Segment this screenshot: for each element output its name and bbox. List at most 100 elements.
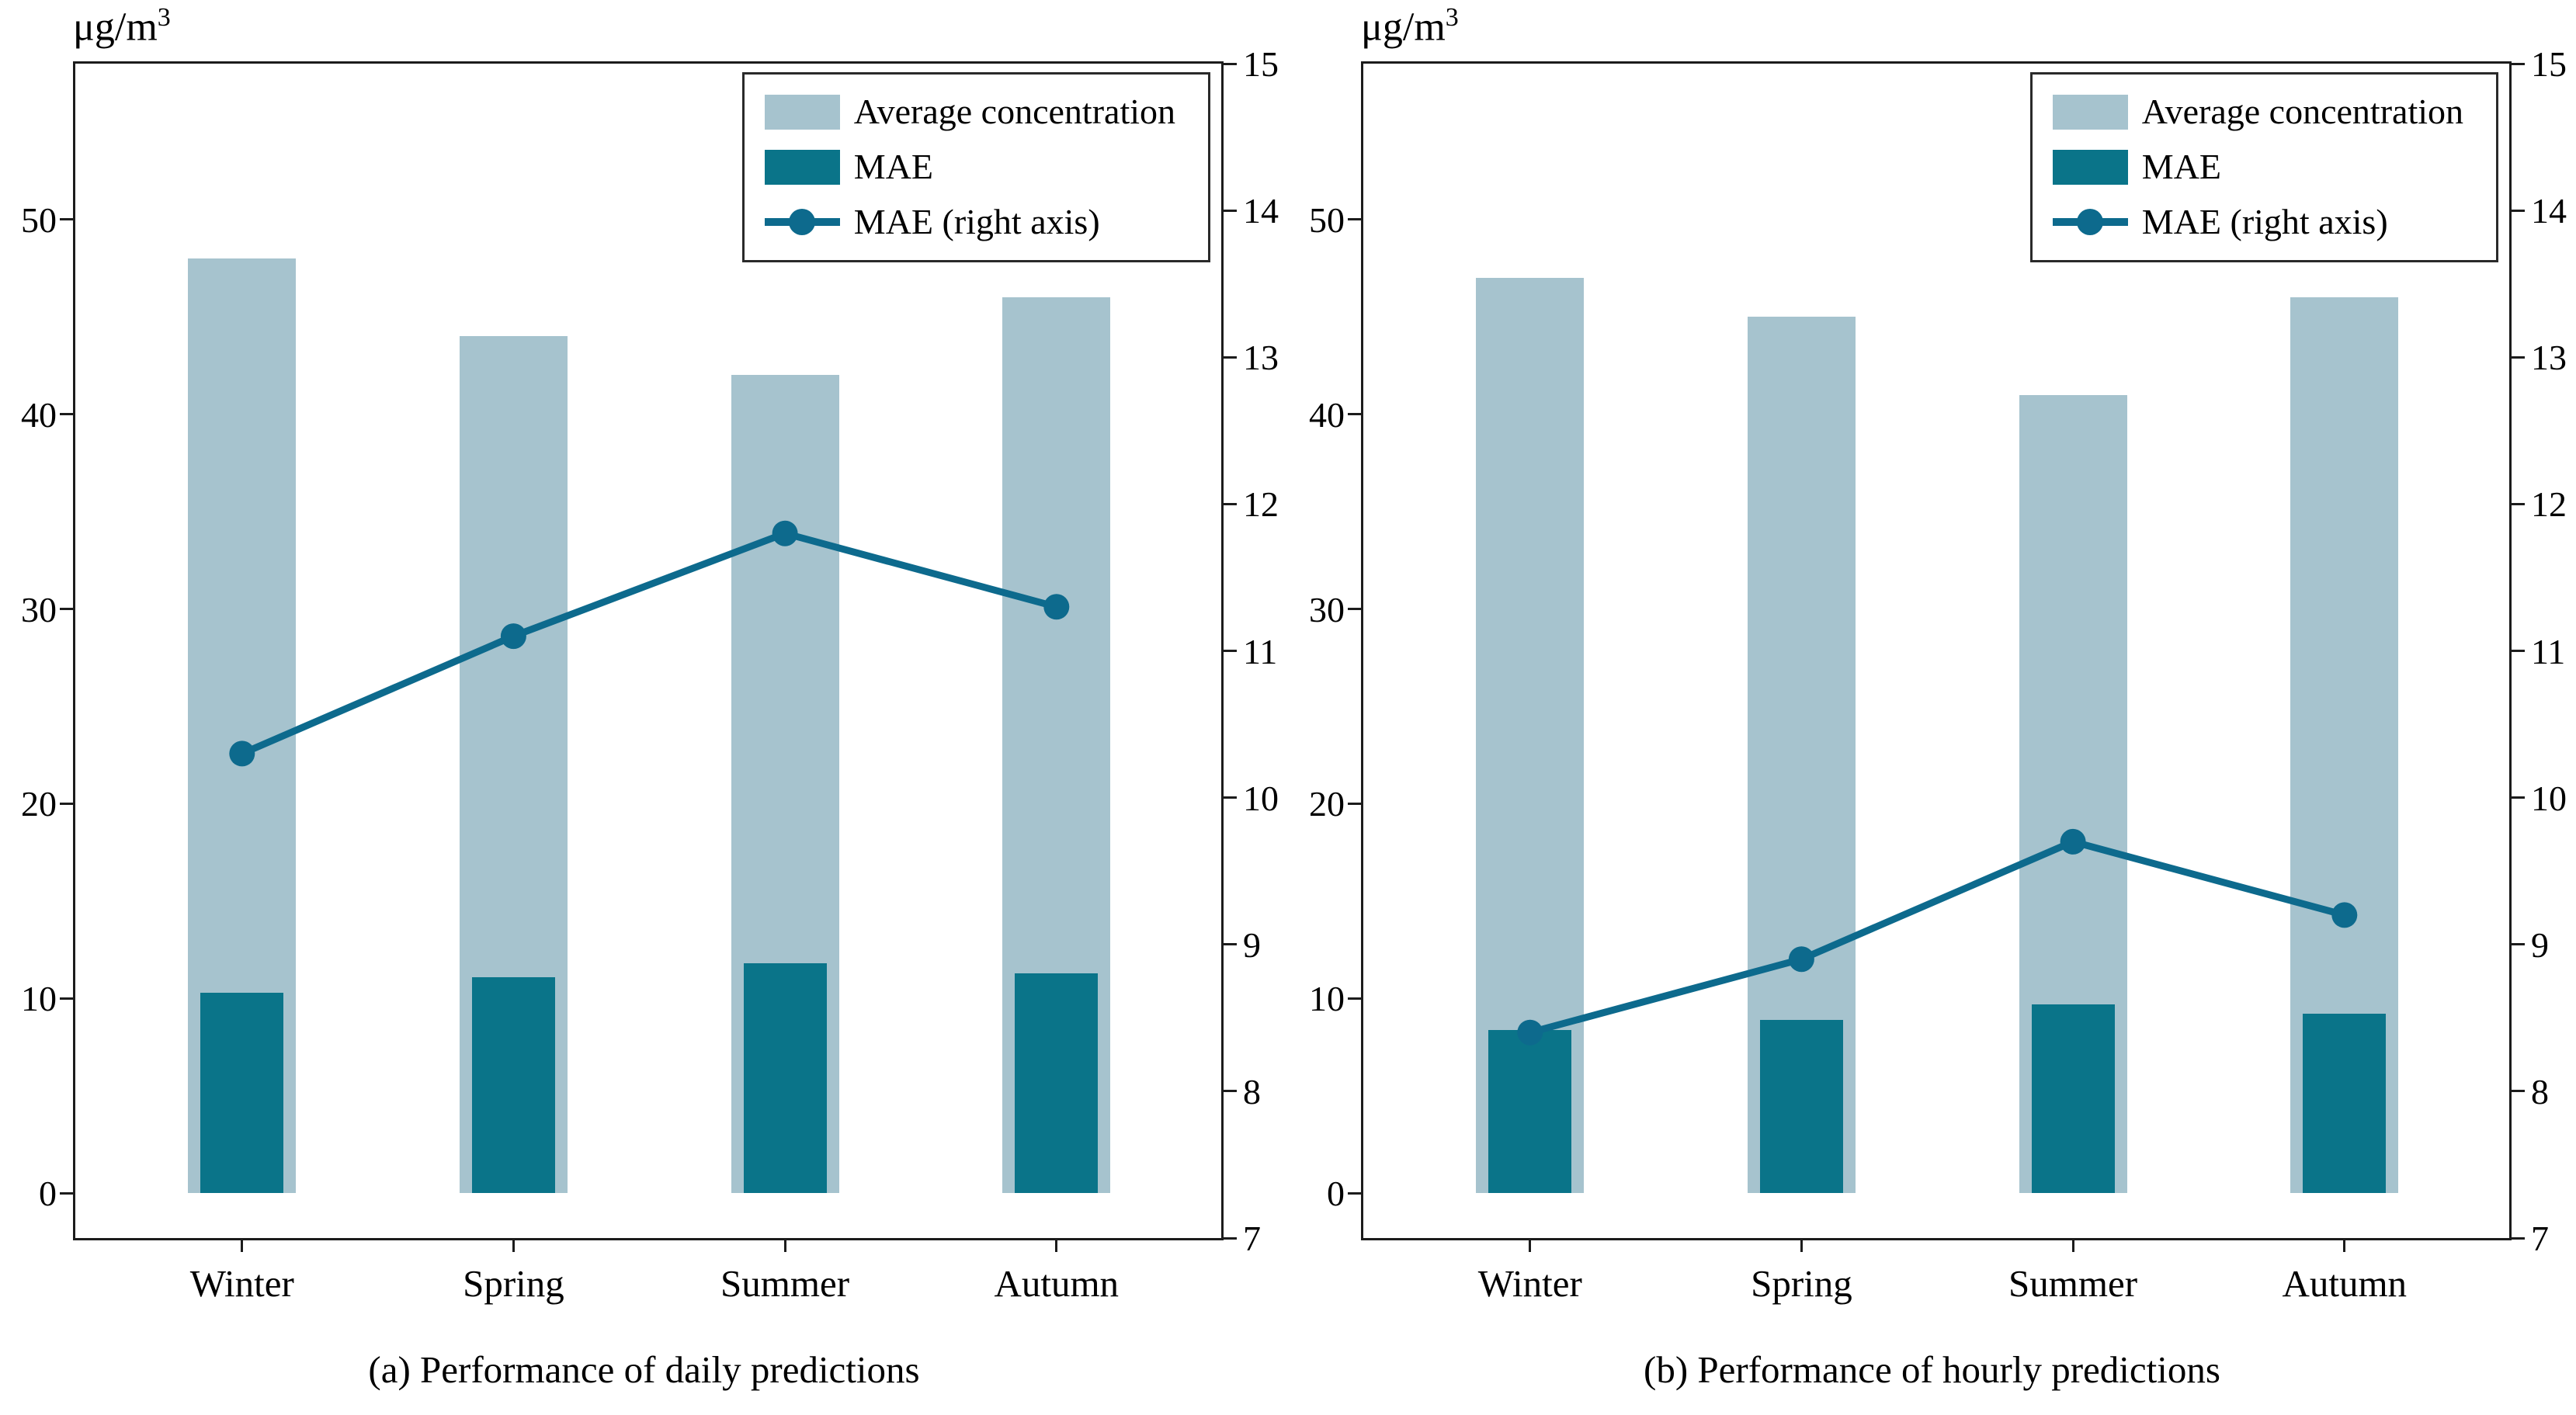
right-y-tick-label: 9: [2531, 924, 2549, 965]
legend-swatch-mae-line: [2052, 205, 2128, 240]
caption-a: (a) Performance of daily predictions: [368, 1348, 920, 1391]
legend-item-average-concentration: Average concentration: [2052, 92, 2463, 133]
mae-line-path: [241, 529, 1057, 758]
legend-item-mae-right-axis: MAE (right axis): [2052, 201, 2463, 243]
legend-label-mae-right-axis: MAE (right axis): [853, 201, 1100, 241]
left-y-tick-label: 10: [1309, 979, 1345, 1019]
left-y-tick: [60, 608, 75, 611]
right-y-tick-label: 15: [2531, 44, 2567, 84]
bar-mae-autumn: [1015, 973, 1099, 1194]
bar-mae-spring: [471, 976, 555, 1194]
left-y-tick-label: 20: [21, 784, 57, 824]
left-y-tick: [60, 413, 75, 416]
x-tick: [1529, 1238, 1532, 1252]
mae-line-series: [229, 520, 1070, 767]
legend-swatch-mae: [764, 149, 840, 185]
legend-label-mae: MAE: [853, 146, 934, 186]
mae-line-marker-spring: [1788, 946, 1814, 973]
right-y-tick-label: 14: [1243, 191, 1279, 231]
mae-line-marker-autumn: [2331, 902, 2358, 928]
caption-b: (b) Performance of hourly predictions: [1644, 1348, 2220, 1391]
left-y-tick: [1348, 1191, 1363, 1195]
right-y-tick-label: 15: [1243, 44, 1279, 84]
legend-swatch-average-concentration: [2052, 94, 2128, 130]
left-y-tick-label: 30: [1309, 589, 1345, 629]
right-y-tick: [1221, 355, 1237, 359]
chart-panel-hourly: μg/m3 Average concentration MAE MAE (rig…: [1288, 0, 2576, 1415]
right-y-tick-label: 11: [1243, 631, 1278, 671]
bar-mae-winter: [200, 992, 284, 1194]
bar-mae-autumn: [2303, 1014, 2387, 1194]
right-y-tick-label: 8: [1243, 1071, 1261, 1112]
mae-line-path: [1529, 838, 2345, 1036]
legend-swatch-mae: [2052, 149, 2128, 185]
x-tick-label-summer: Summer: [2008, 1262, 2138, 1305]
left-y-tick-label: 30: [21, 589, 57, 629]
unit-text: μg/m: [73, 5, 158, 50]
right-y-tick: [2509, 209, 2525, 212]
legend-swatch-mae-line: [764, 205, 840, 240]
right-y-tick: [1221, 1090, 1237, 1093]
legend-item-mae-right-axis: MAE (right axis): [764, 201, 1175, 243]
unit-superscript: 3: [1445, 3, 1459, 32]
plot-area: Average concentration MAE MAE (right axi…: [75, 64, 1221, 1238]
left-y-tick: [60, 218, 75, 221]
x-tick: [241, 1238, 244, 1252]
mae-line-marker-winter: [229, 740, 255, 767]
unit-text: μg/m: [1361, 5, 1446, 50]
left-y-tick-label: 10: [21, 979, 57, 1019]
x-tick-label-autumn: Autumn: [994, 1262, 1120, 1305]
plot-area: Average concentration MAE MAE (right axi…: [1363, 64, 2509, 1238]
x-tick-label-spring: Spring: [1751, 1262, 1852, 1305]
right-y-tick: [1221, 62, 1237, 65]
mae-line-marker-spring: [500, 623, 526, 650]
x-tick-label-winter: Winter: [189, 1262, 294, 1305]
x-tick: [2343, 1238, 2346, 1252]
right-y-tick-label: 7: [2531, 1219, 2549, 1258]
right-y-tick: [1221, 650, 1237, 652]
x-tick: [783, 1238, 786, 1252]
left-y-tick-label: 20: [1309, 784, 1345, 824]
left-y-tick: [1348, 802, 1363, 805]
bar-mae-summer: [743, 963, 827, 1194]
right-y-tick-label: 13: [1243, 338, 1279, 378]
legend-label-average-concentration: Average concentration: [2141, 92, 2463, 131]
right-y-tick: [1221, 943, 1237, 946]
left-y-tick: [60, 802, 75, 805]
legend-label-average-concentration: Average concentration: [853, 92, 1175, 131]
unit-superscript: 3: [157, 3, 171, 32]
left-y-tick-label: 0: [1327, 1174, 1345, 1214]
y-axis-unit-label: μg/m3: [1361, 3, 1459, 50]
legend: Average concentration MAE MAE (right axi…: [2029, 72, 2498, 262]
left-y-tick: [60, 1191, 75, 1195]
mae-line-marker-winter: [1517, 1019, 1543, 1046]
right-y-tick-label: 8: [2531, 1071, 2549, 1112]
right-y-tick-label: 10: [1243, 778, 1279, 818]
right-y-tick: [2509, 796, 2525, 799]
right-y-tick-label: 10: [2531, 778, 2567, 818]
bar-mae-summer: [2031, 1004, 2115, 1194]
x-tick: [1055, 1238, 1058, 1252]
x-tick: [512, 1238, 515, 1252]
legend-item-average-concentration: Average concentration: [764, 92, 1175, 133]
bar-mae-winter: [1488, 1029, 1572, 1194]
legend: Average concentration MAE MAE (right axi…: [741, 72, 1210, 262]
bar-mae-spring: [1759, 1019, 1843, 1194]
right-y-tick: [1221, 1236, 1237, 1240]
x-tick: [1800, 1238, 1803, 1252]
right-y-tick: [2509, 355, 2525, 359]
right-y-tick: [2509, 1236, 2525, 1240]
right-y-tick-label: 12: [2531, 484, 2567, 525]
left-y-tick: [1348, 413, 1363, 416]
left-y-tick: [60, 997, 75, 1000]
legend-marker-dot: [2077, 209, 2104, 236]
x-tick: [2071, 1238, 2074, 1252]
x-tick-label-winter: Winter: [1477, 1262, 1582, 1305]
left-y-tick: [1348, 608, 1363, 611]
x-tick-label-summer: Summer: [720, 1262, 850, 1305]
legend-label-mae: MAE: [2141, 146, 2222, 186]
right-y-tick: [2509, 1090, 2525, 1093]
mae-line-marker-summer: [772, 520, 798, 546]
legend-label-mae-right-axis: MAE (right axis): [2141, 201, 2388, 241]
mae-line-marker-autumn: [1043, 594, 1070, 620]
